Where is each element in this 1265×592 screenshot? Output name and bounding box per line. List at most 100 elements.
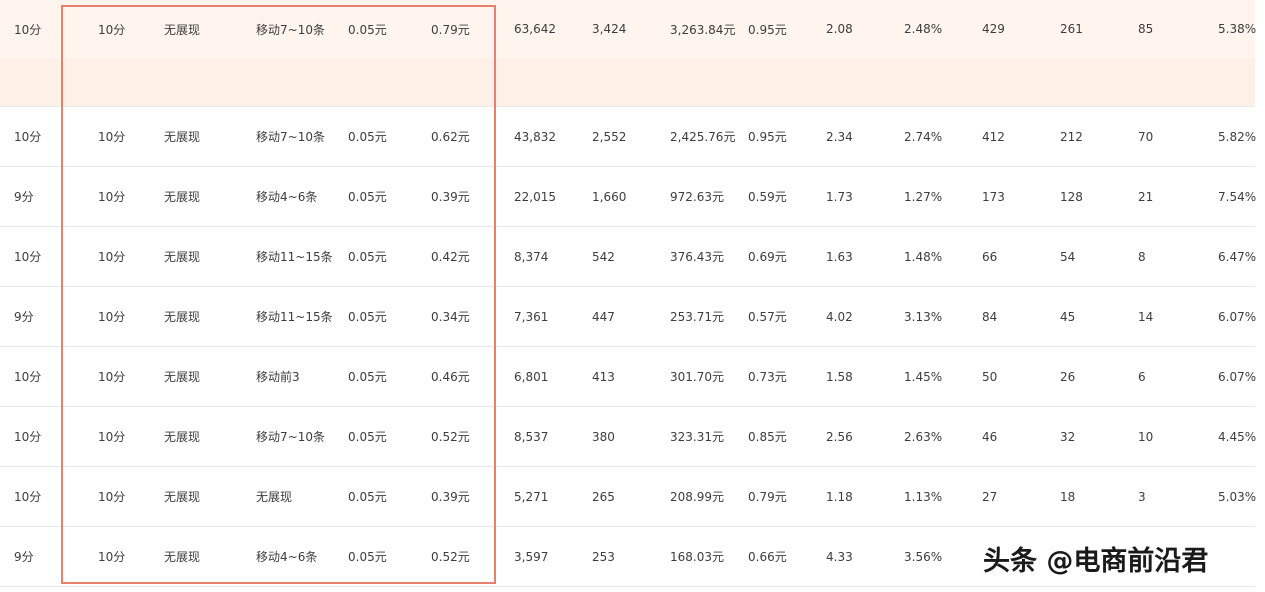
table-cell: 移动前3 [256, 370, 300, 384]
table-cell: 0.34元 [431, 310, 470, 324]
table-cell: 8 [1138, 249, 1146, 264]
table-cell: 2.34 [826, 129, 853, 144]
table-cell: 14 [1138, 309, 1154, 324]
table-row[interactable]: 10分 10分 无展现 移动11~15条 0.05元 0.42元 8,374 542 376.4… [0, 227, 1256, 287]
table-cell: 22,015 [514, 189, 556, 204]
table-cell: 43,832 [514, 129, 556, 144]
table-cell: 380 [592, 429, 615, 444]
table-cell: 0.42元 [431, 250, 470, 264]
table-cell: 128 [1060, 189, 1083, 204]
table-row[interactable]: 9分 10分 无展现 移动4~6条 0.05元 0.39元 22,015 1,660 972.6… [0, 167, 1257, 227]
table-cell: 84 [982, 309, 998, 324]
table-cell: 26 [1060, 369, 1076, 384]
table-cell: 8,374 [514, 249, 549, 264]
table-cell: 1.73 [826, 189, 853, 204]
table-cell: 376.43元 [670, 250, 724, 264]
table-cell: 无展现 [164, 190, 201, 204]
row-detail-band [0, 58, 1255, 106]
table-cell: 6.07% [1218, 309, 1257, 324]
table-cell: 208.99元 [670, 490, 724, 504]
table-cell: 5.38% [1218, 22, 1257, 36]
table-cell: 0.52元 [431, 550, 470, 564]
table-cell: 移动11~15条 [256, 310, 333, 324]
table-cell: 1.13% [904, 489, 943, 504]
table-cell: 2,552 [592, 129, 627, 144]
table-cell: 10分 [98, 22, 126, 37]
table-cell: 无展现 [164, 130, 201, 144]
table-cell: 10分 [98, 130, 126, 144]
table-cell: 无展现 [164, 22, 201, 37]
table-cell: 54 [1060, 249, 1076, 264]
table-cell: 50 [982, 369, 998, 384]
table-cell: 3 [1138, 489, 1146, 504]
table-cell: 1.48% [904, 249, 943, 264]
table-cell: 413 [592, 369, 615, 384]
table-cell: 265 [592, 489, 615, 504]
table-cell: 0.66元 [748, 550, 787, 564]
table-cell: 1,660 [592, 189, 627, 204]
table-cell: 10分 [14, 430, 42, 444]
table-row[interactable]: 9分 10分 无展现 移动4~6条 0.05元 0.52元 3,597 253 168.03元 0… [0, 527, 1255, 587]
table-cell: 移动7~10条 [256, 22, 325, 37]
table-cell: 2,425.76元 [670, 130, 736, 144]
table-cell: 无展现 [164, 250, 201, 264]
table-cell: 3.56% [904, 549, 943, 564]
table-row[interactable]: 10分 10分 无展现 移动7~10条 0.05元 0.52元 8,537 380 323.31… [0, 407, 1256, 467]
table-cell: 无展现 [164, 370, 201, 384]
table-cell: 253 [592, 549, 615, 564]
table-cell: 0.05元 [348, 430, 387, 444]
table-cell: 3,424 [592, 22, 627, 36]
table-cell: 2.56 [826, 429, 853, 444]
table-cell: 无展现 [164, 550, 201, 564]
table-cell: 4.02 [826, 309, 853, 324]
table-cell: 10分 [98, 550, 126, 564]
table-cell: 6.07% [1218, 369, 1257, 384]
table-cell: 0.95元 [748, 130, 787, 144]
table-cell: 10分 [14, 22, 42, 37]
table-cell: 10分 [14, 250, 42, 264]
table-cell: 66 [982, 249, 998, 264]
table-cell: 21 [1138, 189, 1154, 204]
table-cell: 6 [1138, 369, 1146, 384]
table-cell: 移动7~10条 [256, 430, 325, 444]
table-cell: 无展现 [164, 430, 201, 444]
table-cell: 70 [1138, 129, 1154, 144]
table-cell: 3.13% [904, 309, 943, 324]
table-cell: 7.54% [1218, 189, 1257, 204]
table-cell: 0.05元 [348, 490, 387, 504]
table-cell: 173 [982, 189, 1005, 204]
table-cell: 46 [982, 429, 998, 444]
table-cell: 8,537 [514, 429, 549, 444]
table-cell: 261 [1060, 22, 1083, 36]
table-row[interactable]: 10分 10分 无展现 移动7~10条 0.05元 0.79元 63,642 3,424 3,2… [0, 0, 1257, 107]
table-cell: 0.05元 [348, 190, 387, 204]
table-row[interactable]: 10分 10分 无展现 无展现 0.05元 0.39元 5,271 265 208.99元 0.7… [0, 467, 1257, 527]
table-cell: 212 [1060, 129, 1083, 144]
table-cell: 10分 [14, 130, 42, 144]
table-cell: 10 [1138, 429, 1154, 444]
table-cell: 447 [592, 309, 615, 324]
table-cell: 45 [1060, 309, 1076, 324]
table-cell: 3,263.84元 [670, 22, 736, 37]
table-row[interactable]: 10分 10分 无展现 移动前3 0.05元 0.46元 6,801 413 301.70元 0.… [0, 347, 1257, 407]
table-cell: 5.03% [1218, 489, 1257, 504]
table-cell: 972.63元 [670, 190, 724, 204]
table-cell: 2.08 [826, 22, 853, 36]
table-cell: 0.05元 [348, 250, 387, 264]
table-cell: 0.69元 [748, 250, 787, 264]
table-cell: 1.63 [826, 249, 853, 264]
table-cell: 无展现 [256, 490, 293, 504]
table-cell: 0.73元 [748, 370, 787, 384]
table-cell: 168.03元 [670, 550, 724, 564]
table-cell: 9分 [14, 310, 34, 324]
table-cell: 10分 [98, 430, 126, 444]
table-row[interactable]: 9分 10分 无展现 移动11~15条 0.05元 0.34元 7,361 447 253.71… [0, 287, 1257, 347]
table-cell: 7,361 [514, 309, 549, 324]
table-cell: 0.05元 [348, 550, 387, 564]
table-cell: 2.48% [904, 22, 943, 36]
table-cell: 0.79元 [431, 22, 470, 37]
table-row[interactable]: 10分 10分 无展现 移动7~10条 0.05元 0.62元 43,832 2,552 2,4… [0, 107, 1256, 167]
watermark: 头条 @电商前沿君 [983, 545, 1209, 577]
table-cell: 6,801 [514, 369, 549, 384]
table-cell: 10分 [98, 370, 126, 384]
